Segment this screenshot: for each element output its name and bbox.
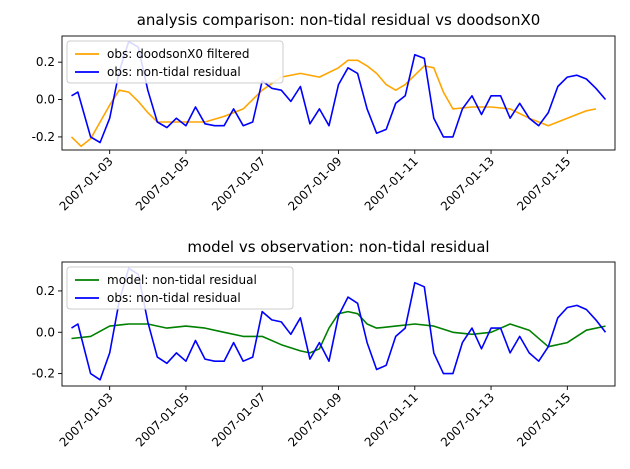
chart-title: analysis comparison: non-tidal residual … (137, 11, 541, 29)
x-tick-label: 2007-01-15 (514, 154, 573, 213)
legend-box (66, 266, 294, 310)
y-tick-label: 0.2 (36, 284, 55, 298)
x-tick-label: 2007-01-09 (285, 154, 344, 213)
legend: model: non-tidal residual obs: non-tidal … (66, 266, 294, 310)
legend-label: model: non-tidal residual (107, 273, 257, 287)
x-tick-label: 2007-01-03 (57, 390, 116, 449)
y-tick-label: -0.2 (32, 367, 55, 381)
top-chart-panel: analysis comparison: non-tidal residual … (32, 11, 616, 213)
legend-label: obs: doodsonX0 filtered (107, 47, 250, 61)
series-line-first (71, 310, 606, 354)
legend: obs: doodsonX0 filtered obs: non-tidal re… (66, 40, 284, 84)
series-line-second (71, 267, 607, 381)
x-tick-label: 2007-01-05 (133, 390, 192, 449)
y-tick-label: 0.0 (36, 325, 55, 339)
y-tick-label: 0.2 (36, 55, 55, 69)
x-tick-label: 2007-01-15 (514, 390, 573, 449)
legend-label: obs: non-tidal residual (107, 291, 241, 305)
legend-box (66, 40, 284, 84)
x-tick-label: 2007-01-07 (209, 390, 268, 449)
x-tick-label: 2007-01-03 (57, 154, 116, 213)
x-tick-label: 2007-01-13 (438, 154, 497, 213)
chart-title: model vs observation: non-tidal residual (187, 238, 489, 256)
y-tick-label: -0.2 (32, 130, 55, 144)
x-tick-label: 2007-01-07 (209, 154, 268, 213)
x-tick-label: 2007-01-09 (285, 390, 344, 449)
x-tick-label: 2007-01-11 (362, 390, 421, 449)
x-tick-label: 2007-01-11 (362, 154, 421, 213)
legend-label: obs: non-tidal residual (107, 65, 241, 79)
bottom-chart-panel: model vs observation: non-tidal residual… (32, 238, 616, 449)
x-tick-label: 2007-01-05 (133, 154, 192, 213)
series-line-second (71, 40, 607, 144)
x-tick-label: 2007-01-13 (438, 390, 497, 449)
y-tick-label: 0.0 (36, 93, 55, 107)
